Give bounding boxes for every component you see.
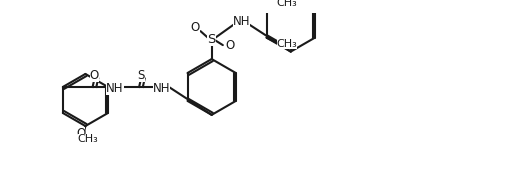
Text: O: O <box>90 69 99 82</box>
Text: CH₃: CH₃ <box>277 0 297 8</box>
Text: S: S <box>208 33 216 46</box>
Text: NH: NH <box>106 82 124 95</box>
Text: O: O <box>225 39 235 52</box>
Text: O: O <box>76 127 86 140</box>
Text: S: S <box>137 69 145 82</box>
Text: O: O <box>190 21 200 34</box>
Text: CH₃: CH₃ <box>78 134 99 144</box>
Text: NH: NH <box>153 82 170 95</box>
Text: CH₃: CH₃ <box>277 39 297 49</box>
Text: NH: NH <box>233 15 250 28</box>
